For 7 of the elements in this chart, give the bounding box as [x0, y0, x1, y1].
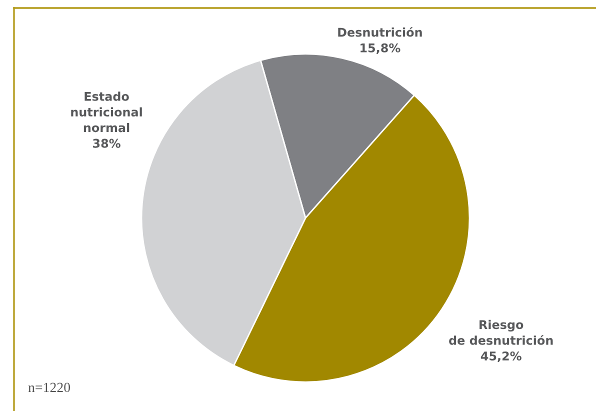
slice-label: Estado nutricional normal [71, 92, 142, 132]
data-label: 38% [93, 138, 120, 148]
data-label: 15,8% [360, 43, 400, 54]
data-label: 45,2% [480, 351, 522, 362]
slice-label: Riesgo de desnutrición [449, 320, 553, 345]
slice-label: Desnutrición [338, 27, 422, 37]
text: n=1220 [28, 382, 70, 392]
